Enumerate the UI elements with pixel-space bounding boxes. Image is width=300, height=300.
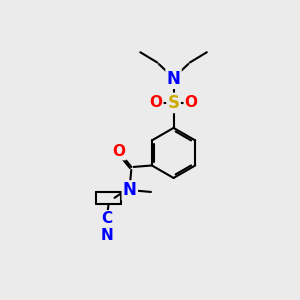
Text: C: C — [102, 211, 113, 226]
Text: O: O — [112, 144, 125, 159]
Text: N: N — [123, 182, 137, 200]
Text: O: O — [185, 95, 198, 110]
Text: N: N — [101, 228, 113, 243]
Text: N: N — [167, 70, 181, 88]
Text: S: S — [168, 94, 180, 112]
Text: O: O — [149, 95, 162, 110]
